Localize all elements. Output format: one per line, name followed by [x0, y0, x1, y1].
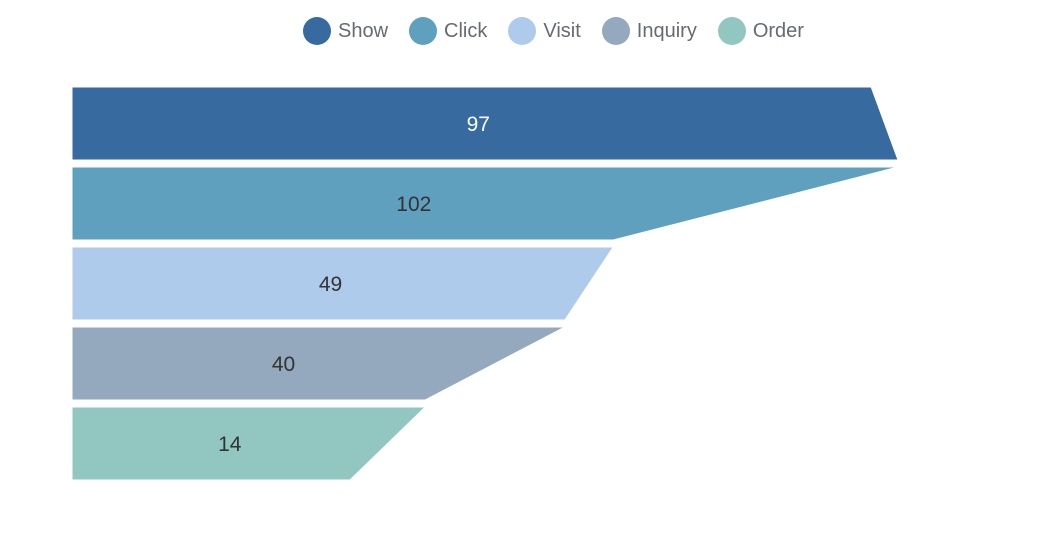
legend-item-label: Click	[444, 20, 488, 42]
funnel-segment-inquiry[interactable]	[71, 326, 566, 401]
legend-marker-circle-icon	[717, 17, 746, 45]
legend-item-inquiry[interactable]: Inquiry	[601, 17, 697, 45]
funnel-segment-click[interactable]	[71, 166, 899, 241]
legend-item-label: Inquiry	[636, 20, 697, 42]
legend-item-show[interactable]: Show	[303, 17, 388, 45]
legend: Show Click Visit Inquiry Order	[303, 17, 804, 45]
legend-marker-circle-icon	[508, 17, 537, 45]
legend-item-label: Order	[752, 20, 804, 42]
legend-marker-circle-icon	[409, 17, 438, 45]
legend-item-label: Show	[338, 20, 389, 42]
legend-item-visit[interactable]: Visit	[508, 17, 581, 45]
legend-marker-circle-icon	[601, 17, 630, 45]
legend-marker-circle-icon	[303, 17, 331, 45]
funnel-segment-order[interactable]	[71, 406, 427, 481]
funnel-segment-show[interactable]	[71, 86, 899, 161]
funnel-segment-visit[interactable]	[71, 246, 615, 321]
legend-item-label: Visit	[543, 20, 581, 42]
legend-item-order[interactable]: Order	[717, 17, 804, 45]
legend-item-click[interactable]: Click	[409, 17, 487, 45]
